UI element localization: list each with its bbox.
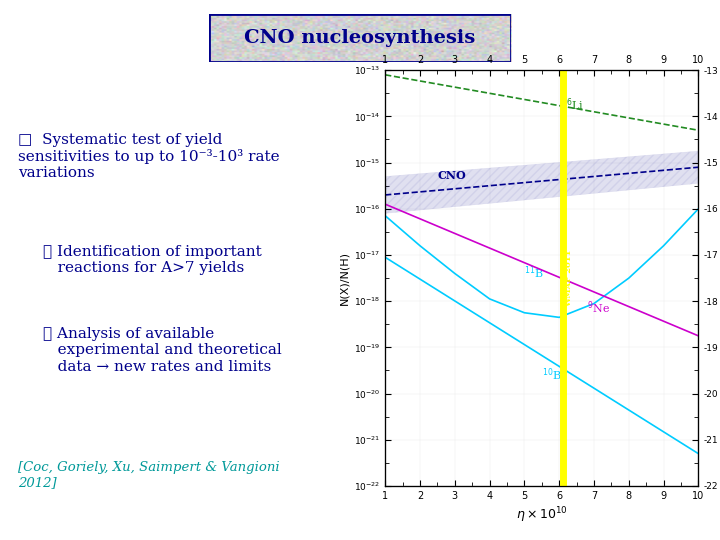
Text: □  Systematic test of yield
sensitivities to up to 10⁻³-10³ rate
variations: □ Systematic test of yield sensitivities… (18, 133, 279, 180)
Text: $^6$Li: $^6$Li (566, 96, 584, 113)
Text: $^{11}$B: $^{11}$B (524, 265, 544, 281)
Text: [Coc, Goriely, Xu, Saimpert & Vangioni
2012]: [Coc, Goriely, Xu, Saimpert & Vangioni 2… (18, 461, 279, 489)
X-axis label: $\eta\times10^{10}$: $\eta\times10^{10}$ (516, 505, 568, 525)
Text: ➤ Identification of important
   reactions for A>7 yields: ➤ Identification of important reactions … (43, 245, 262, 275)
Text: CNO nucleosynthesis: CNO nucleosynthesis (244, 29, 476, 47)
Text: $^{10}$B: $^{10}$B (541, 367, 562, 383)
Y-axis label: N(X)/N(H): N(X)/N(H) (340, 251, 350, 305)
Text: WMAP 2011: WMAP 2011 (565, 249, 573, 307)
Text: ➤ Analysis of available
   experimental and theoretical
   data → new rates and : ➤ Analysis of available experimental and… (43, 327, 282, 374)
Text: CNO: CNO (438, 170, 466, 181)
Text: $^9$Ne: $^9$Ne (587, 300, 610, 316)
